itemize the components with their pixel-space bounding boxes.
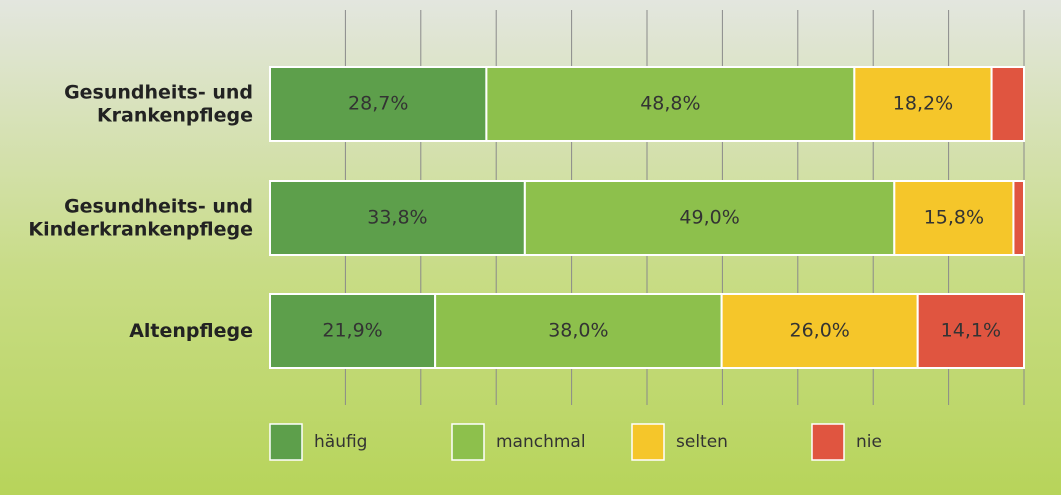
value-label: 18,2% bbox=[893, 93, 953, 115]
bar-segment bbox=[916, 293, 1025, 369]
value-label: 38,0% bbox=[548, 320, 608, 342]
value-label: 49,0% bbox=[679, 207, 739, 229]
legend-swatch bbox=[269, 423, 303, 461]
value-label: 14,1% bbox=[941, 320, 1001, 342]
category-line: Altenpflege bbox=[129, 320, 253, 342]
bar-segment bbox=[434, 293, 723, 369]
legend-label: selten bbox=[676, 432, 728, 452]
legend-label: häufig bbox=[314, 432, 367, 452]
legend-swatch bbox=[811, 423, 845, 461]
legend-swatch bbox=[451, 423, 485, 461]
bar-segment bbox=[990, 66, 1026, 142]
value-label: 28,7% bbox=[348, 93, 408, 115]
category-line: Krankenpflege bbox=[97, 104, 253, 126]
category-line: Gesundheits- und bbox=[64, 81, 253, 103]
bar-segment bbox=[269, 293, 437, 369]
legend-swatch bbox=[631, 423, 665, 461]
category-label: Gesundheits- und Kinderkrankenpflege bbox=[28, 195, 253, 240]
bar-segment bbox=[269, 66, 488, 142]
bar-segment bbox=[523, 180, 896, 256]
value-label: 21,9% bbox=[322, 320, 382, 342]
value-label: 48,8% bbox=[640, 93, 700, 115]
value-label: 33,8% bbox=[367, 207, 427, 229]
bar-segment bbox=[485, 66, 856, 142]
value-label: 15,8% bbox=[924, 207, 984, 229]
bar-segment bbox=[853, 66, 993, 142]
category-label: Altenpflege bbox=[129, 320, 253, 342]
category-line: Gesundheits- und bbox=[64, 195, 253, 217]
value-label: 26,0% bbox=[789, 320, 849, 342]
category-line: Kinderkrankenpflege bbox=[28, 218, 253, 240]
legend-label: manchmal bbox=[496, 432, 586, 452]
category-label: Gesundheits- und Krankenpflege bbox=[64, 81, 253, 126]
bar-segment bbox=[269, 180, 526, 256]
bar-segment bbox=[1012, 180, 1025, 256]
bar-segment bbox=[720, 293, 919, 369]
legend-label: nie bbox=[856, 432, 882, 452]
